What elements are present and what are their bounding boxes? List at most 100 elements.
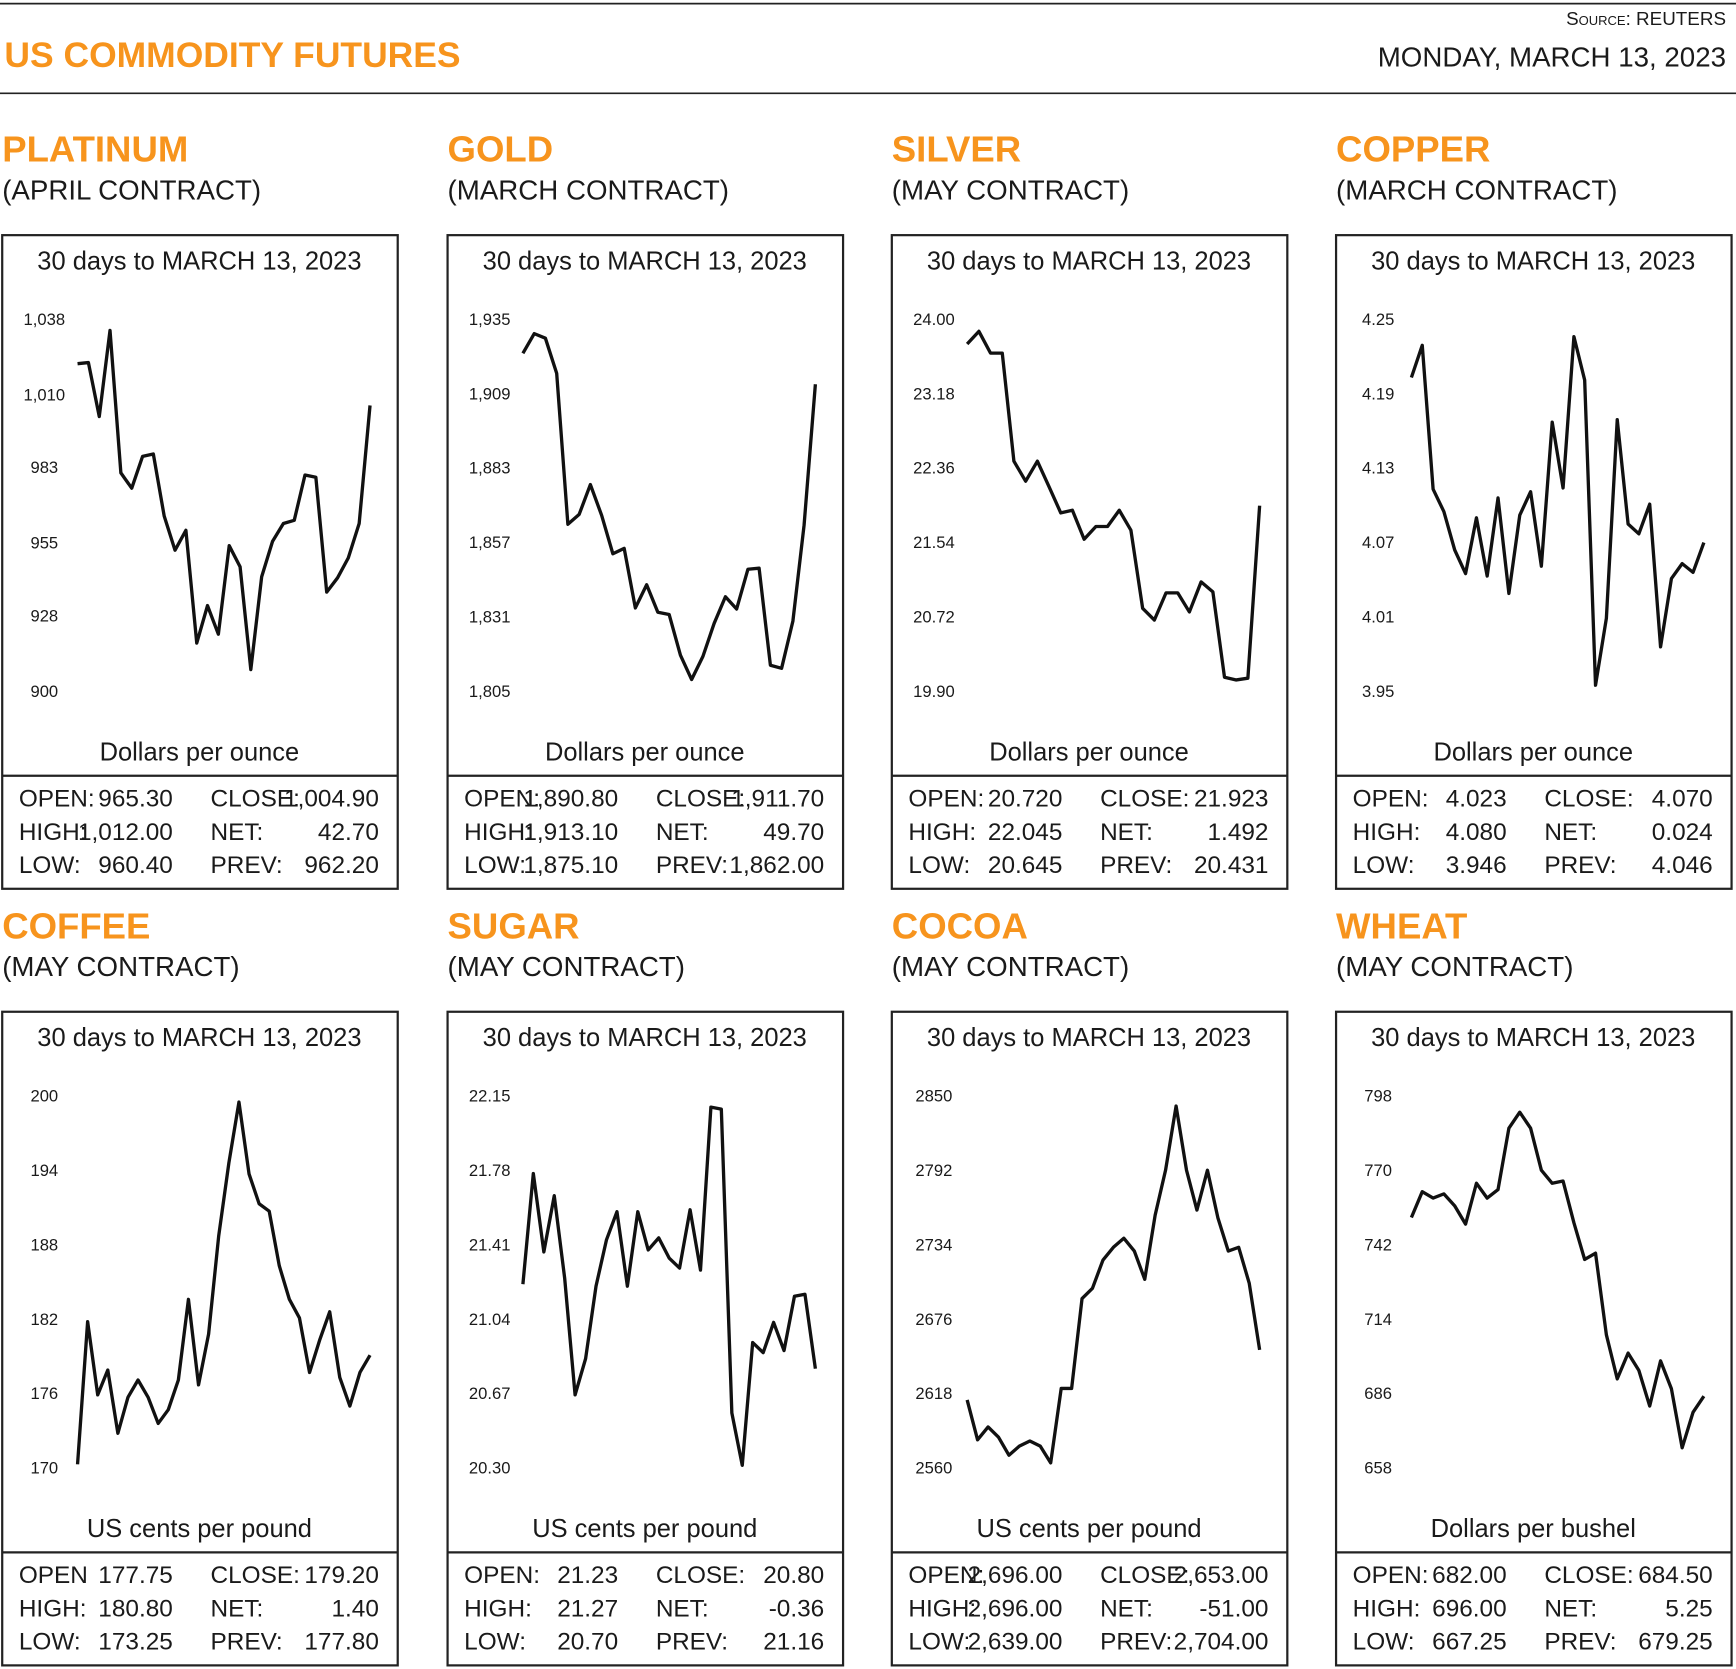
stat-label: LOW: bbox=[1353, 1629, 1415, 1656]
chart-title: COCOA bbox=[892, 905, 1028, 946]
chart-title: SUGAR bbox=[448, 905, 580, 946]
stat-label: HIGH: bbox=[908, 819, 976, 846]
chart-caption: 30 days to MARCH 13, 2023 bbox=[483, 1024, 807, 1052]
stat-value: 180.80 bbox=[98, 1595, 173, 1622]
stat-value: 1,875.10 bbox=[523, 852, 618, 879]
stat-label: NET: bbox=[656, 819, 709, 846]
stat-label: PREV: bbox=[1100, 1629, 1172, 1656]
stat-value: 4.023 bbox=[1446, 786, 1507, 813]
stat-value: 20.80 bbox=[763, 1562, 824, 1589]
chart-caption: 30 days to MARCH 13, 2023 bbox=[37, 1024, 361, 1052]
panel-frame bbox=[446, 234, 845, 890]
price-line bbox=[521, 1105, 818, 1467]
panel-frame bbox=[1, 234, 399, 890]
price-line bbox=[1409, 1110, 1706, 1450]
y-tick-label: 1,857 bbox=[469, 533, 511, 552]
y-axis-label: Dollars per ounce bbox=[100, 738, 300, 766]
stat-value: 20.720 bbox=[988, 786, 1063, 813]
y-tick-label: 1,805 bbox=[469, 682, 511, 701]
chart-subtitle: (MAY CONTRACT) bbox=[2, 951, 239, 982]
stat-label: CLOSE: bbox=[1544, 786, 1633, 813]
stat-value: 1,012.00 bbox=[78, 819, 173, 846]
y-axis-label: US cents per pound bbox=[532, 1515, 757, 1543]
y-tick-label: 2676 bbox=[915, 1310, 952, 1329]
chart-subtitle: (APRIL CONTRACT) bbox=[2, 174, 261, 205]
y-tick-label: 955 bbox=[30, 534, 58, 553]
panel-frame bbox=[890, 234, 1289, 890]
stat-label: CLOSE: bbox=[1544, 1562, 1633, 1589]
y-tick-label: 19.90 bbox=[913, 682, 955, 701]
y-tick-label: 928 bbox=[30, 607, 58, 626]
stat-label: CLOSE: bbox=[1100, 1562, 1189, 1589]
chart-title: SILVER bbox=[892, 129, 1021, 170]
stat-value: 21.16 bbox=[763, 1629, 824, 1656]
y-tick-label: 21.41 bbox=[469, 1235, 511, 1254]
y-tick-label: 182 bbox=[30, 1310, 58, 1329]
stat-label: PREV: bbox=[1544, 1629, 1616, 1656]
y-axis-label: Dollars per ounce bbox=[545, 738, 745, 766]
price-line bbox=[521, 331, 818, 682]
stat-value: 1,911.70 bbox=[731, 786, 824, 813]
panel-frame bbox=[890, 1010, 1289, 1667]
y-tick-label: 194 bbox=[30, 1161, 58, 1180]
stat-value: 20.645 bbox=[988, 852, 1063, 879]
y-tick-label: 2734 bbox=[915, 1235, 952, 1254]
stat-label: PREV: bbox=[1544, 852, 1616, 879]
y-tick-label: 742 bbox=[1364, 1235, 1392, 1254]
chart-panel: SUGAR (MAY CONTRACT) 30 days to MARCH 13, … bbox=[446, 905, 845, 1667]
stat-value: 1,004.90 bbox=[284, 786, 379, 813]
stat-value: 965.30 bbox=[98, 786, 173, 813]
y-tick-label: 686 bbox=[1364, 1384, 1392, 1403]
chart-title: COFFEE bbox=[2, 905, 150, 946]
stat-label: OPEN: bbox=[464, 1562, 540, 1589]
y-tick-label: 22.15 bbox=[469, 1086, 511, 1105]
stat-value: 0.024 bbox=[1652, 819, 1713, 846]
stat-label: LOW: bbox=[19, 1629, 81, 1656]
y-tick-label: 1,831 bbox=[469, 608, 511, 627]
chart-title: COPPER bbox=[1336, 129, 1490, 170]
stat-label: OPEN: bbox=[908, 786, 984, 813]
y-tick-label: 21.78 bbox=[469, 1161, 511, 1180]
y-tick-label: 22.36 bbox=[913, 459, 955, 478]
stat-label: LOW: bbox=[908, 1629, 970, 1656]
chart-subtitle: (MARCH CONTRACT) bbox=[1336, 174, 1617, 205]
y-tick-label: 4.25 bbox=[1362, 310, 1394, 329]
stat-value: 20.431 bbox=[1194, 852, 1269, 879]
y-tick-label: 798 bbox=[1364, 1086, 1392, 1105]
stat-label: CLOSE: bbox=[656, 1562, 745, 1589]
stat-label: NET: bbox=[1544, 1595, 1597, 1622]
panel-frame bbox=[1, 1010, 399, 1667]
stat-value: 3.946 bbox=[1446, 852, 1507, 879]
stat-label: LOW: bbox=[19, 852, 81, 879]
chart-title: GOLD bbox=[448, 129, 554, 170]
chart-panel: PLATINUM (APRIL CONTRACT) 30 days to MARCH… bbox=[1, 129, 399, 890]
stat-label: OPEN bbox=[19, 1562, 88, 1589]
stat-label: OPEN: bbox=[19, 786, 95, 813]
y-tick-label: 2850 bbox=[915, 1086, 952, 1105]
stat-value: 1,862.00 bbox=[729, 852, 824, 879]
y-axis-label: Dollars per ounce bbox=[1433, 738, 1633, 766]
stat-label: NET: bbox=[1100, 819, 1153, 846]
stat-label: NET: bbox=[1544, 819, 1597, 846]
panel-frame bbox=[446, 1010, 845, 1667]
price-line bbox=[965, 1104, 1262, 1465]
stat-label: CLOSE: bbox=[210, 786, 299, 813]
date: MONDAY, MARCH 13, 2023 bbox=[1378, 41, 1726, 72]
stat-value: 667.25 bbox=[1432, 1629, 1507, 1656]
stat-label: PREV: bbox=[210, 852, 282, 879]
stat-label: LOW: bbox=[1353, 852, 1415, 879]
stat-value: 684.50 bbox=[1638, 1562, 1713, 1589]
stat-label: PREV: bbox=[656, 852, 728, 879]
chart-subtitle: (MAY CONTRACT) bbox=[448, 951, 685, 982]
y-tick-label: 176 bbox=[30, 1384, 58, 1403]
y-tick-label: 983 bbox=[30, 458, 58, 477]
stat-label: LOW: bbox=[464, 1629, 526, 1656]
y-tick-label: 20.67 bbox=[469, 1384, 511, 1403]
stat-label: CLOSE: bbox=[656, 786, 745, 813]
panel-frame bbox=[1334, 234, 1733, 890]
stat-label: HIGH: bbox=[19, 819, 87, 846]
stat-label: HIGH: bbox=[464, 819, 532, 846]
y-tick-label: 21.04 bbox=[469, 1310, 511, 1329]
chart-panel: WHEAT (MAY CONTRACT) 30 days to MARCH 13, … bbox=[1334, 905, 1733, 1667]
chart-subtitle: (MAY CONTRACT) bbox=[892, 174, 1129, 205]
